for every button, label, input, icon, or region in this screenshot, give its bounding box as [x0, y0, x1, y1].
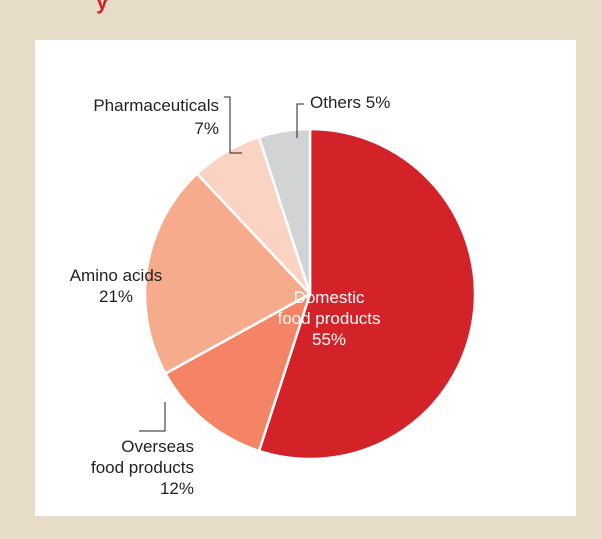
pie-slice-others	[257, 127, 312, 296]
slice-label-others: Others 5%	[310, 93, 390, 112]
slice-label-line: Pharmaceuticals	[93, 96, 219, 115]
slice-label-line: 12%	[160, 479, 194, 498]
pie-labels: Domestic food products 55% Overseas food pro…	[70, 93, 391, 498]
slice-label-line: Domestic	[294, 288, 365, 307]
pie-slice-amino-acids	[143, 172, 312, 375]
slice-label-line: Amino acids	[70, 266, 163, 285]
leader-line-pharmaceuticals	[224, 96, 242, 154]
slice-label-domestic-food-products: Domestic food products 55%	[277, 288, 380, 349]
pie-slice-overseas-food-products	[164, 292, 312, 453]
slice-label-line: 55%	[312, 330, 346, 349]
slice-label-pharmaceuticals: Pharmaceuticals 7%	[93, 96, 219, 138]
header-fragment: y	[96, 0, 109, 14]
leader-line-others	[296, 103, 304, 138]
slice-label-line: 21%	[99, 287, 133, 306]
slice-label-line: 7%	[194, 119, 219, 138]
slice-label-line: food products	[91, 458, 194, 477]
pie-slices	[143, 127, 477, 461]
slice-label-line: Others 5%	[310, 93, 390, 112]
slice-label-line: Overseas	[121, 437, 194, 456]
leader-line-overseas-food-products	[139, 402, 166, 432]
slice-label-overseas-food-products: Overseas food products 12%	[91, 437, 194, 498]
chart-panel: Domestic food products 55% Overseas food pro…	[35, 40, 576, 516]
slice-label-amino-acids: Amino acids 21%	[70, 266, 163, 306]
pie-slice-domestic-food-products	[257, 127, 477, 461]
pie-chart: Domestic food products 55% Overseas food pro…	[70, 93, 477, 498]
slice-label-line: food products	[277, 309, 380, 328]
